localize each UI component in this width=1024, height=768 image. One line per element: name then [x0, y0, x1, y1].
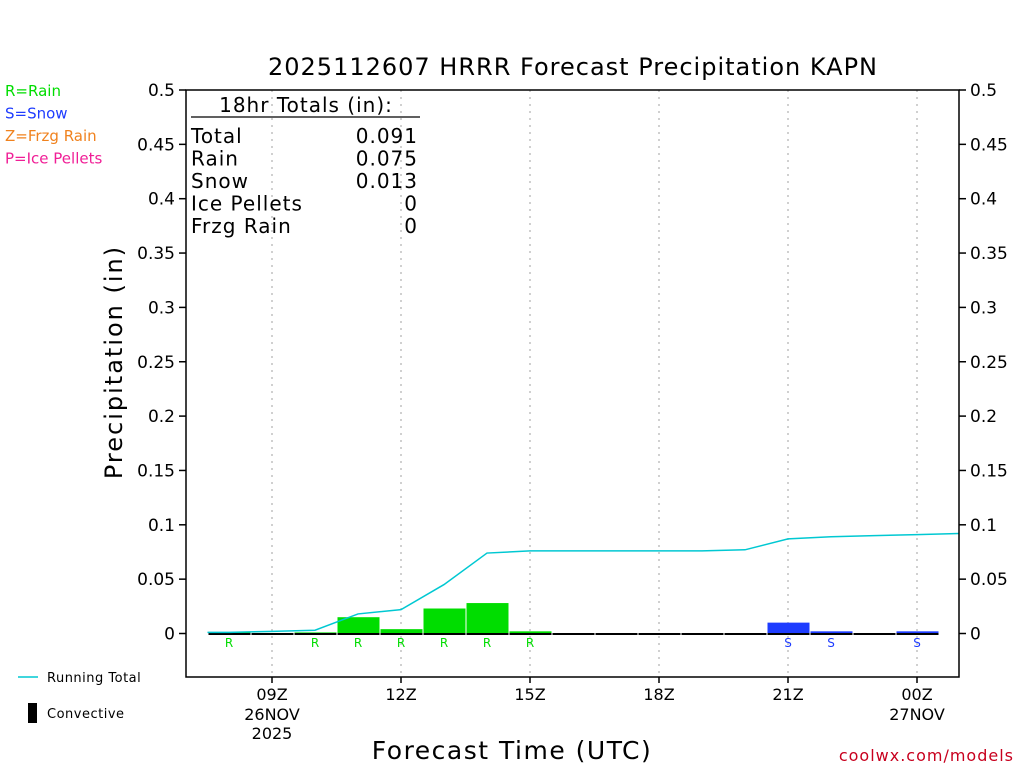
totals-label: Frzg Rain [191, 214, 292, 238]
y-tick-label-right: 0.15 [970, 461, 1008, 481]
precip-bar [380, 629, 423, 635]
totals-label: Rain [191, 147, 239, 171]
chart-title: 2025112607 HRRR Forecast Precipitation K… [268, 53, 878, 81]
convective-bar [466, 633, 509, 635]
y-tick-label-left: 0.1 [148, 516, 175, 536]
y-axis-title: Precipitation (in) [100, 245, 128, 479]
ptype-label: R [311, 636, 319, 650]
y-tick-label-right: 0.3 [970, 298, 997, 318]
convective-bar [896, 633, 939, 635]
convective-bar [595, 633, 638, 635]
totals-value: 0.013 [356, 169, 418, 193]
y-tick-label-left: 0.45 [137, 135, 175, 155]
totals-value: 0 [404, 192, 418, 216]
ptype-legend-item: S=Snow [5, 105, 68, 123]
convective-bar [337, 633, 380, 635]
y-tick-label-right: 0.5 [970, 81, 997, 101]
totals-label: Ice Pellets [191, 192, 303, 216]
x-tick-label: 15Z [514, 685, 545, 704]
ptype-label: S [784, 636, 792, 650]
y-tick-label-left: 0.25 [137, 353, 175, 373]
y-tick-label-right: 0.45 [970, 135, 1008, 155]
credit-text: coolwx.com/models [839, 746, 1014, 765]
x-tick-year: 2025 [252, 724, 293, 743]
y-tick-label-left: 0.35 [137, 244, 175, 264]
convective-bar [681, 633, 724, 635]
x-tick-date: 26NOV [244, 705, 300, 724]
y-tick-label-right: 0 [970, 625, 981, 645]
ptype-label: R [354, 636, 362, 650]
convective-bar [251, 633, 294, 635]
ptype-label: R [397, 636, 405, 650]
precip-bar [466, 603, 509, 635]
running-total-legend-label: Running Total [47, 671, 141, 686]
axes: 0 00.05 0.050.1 0.10.15 0.150.2 0.20.25 0.250.… [137, 81, 1008, 743]
ptype-label: R [225, 636, 233, 650]
x-axis-title: Forecast Time (UTC) [372, 736, 652, 765]
y-tick-label-right: 0.35 [970, 244, 1008, 264]
convective-bar [724, 633, 767, 635]
ptype-legend-item: P=Ice Pellets [5, 150, 102, 168]
plot-frame [185, 89, 960, 678]
totals-header: 18hr Totals (in): [219, 93, 393, 117]
convective-bar [810, 633, 853, 635]
y-tick-label-left: 0.3 [148, 298, 175, 318]
convective-bar [380, 633, 423, 635]
y-tick-label-right: 0.2 [970, 407, 997, 427]
ptype-label: R [526, 636, 534, 650]
convective-bar [638, 633, 681, 635]
y-tick-label-left: 0.2 [148, 407, 175, 427]
x-tick-date: 27NOV [889, 705, 945, 724]
y-tick-label-left: 0.4 [148, 190, 175, 210]
chart-text: 2025112607 HRRR Forecast Precipitation K… [100, 53, 1014, 765]
totals-box: Total 0.091 Rain 0.075 Snow 0.013 Ice Pellets 0… [190, 116, 420, 238]
precip-bar [337, 617, 380, 635]
x-tick-label: 00Z [901, 685, 932, 704]
y-tick-label-right: 0.25 [970, 353, 1008, 373]
precip-bar [896, 631, 939, 635]
convective-bar [208, 633, 251, 635]
ptype-legend-item: R=Rain [5, 82, 61, 100]
ptype-label: R [440, 636, 448, 650]
ptype-label: S [827, 636, 835, 650]
convective-bar [509, 633, 552, 635]
ptype-label: S [913, 636, 921, 650]
x-tick-label: 09Z [256, 685, 287, 704]
convective-bar [552, 633, 595, 635]
precip-bar [423, 608, 466, 635]
convective-bar [294, 633, 337, 635]
precip-bar [509, 631, 552, 635]
convective-bar [853, 633, 896, 635]
y-tick-label-left: 0 [164, 625, 175, 645]
y-tick-label-right: 0.4 [970, 190, 997, 210]
y-tick-label-left: 0.15 [137, 461, 175, 481]
x-tick-label: 12Z [385, 685, 416, 704]
y-tick-label-left: 0.05 [137, 570, 175, 590]
convective-legend-label: Convective [47, 707, 125, 722]
convective-swatch [28, 703, 37, 723]
ptype-label: R [483, 636, 491, 650]
y-tick-label-right: 0.05 [970, 570, 1008, 590]
x-tick-label: 18Z [643, 685, 674, 704]
totals-label: Total [190, 124, 243, 148]
totals-value: 0.091 [356, 124, 418, 148]
precip-bar [810, 631, 853, 635]
precip-bar [767, 622, 810, 635]
x-tick-label: 21Z [772, 685, 803, 704]
precip-bars [208, 603, 939, 635]
totals-label: Snow [191, 169, 249, 193]
legend: R=Rain S=Snow Z=Frzg Rain P=Ice Pellets Runn… [5, 82, 141, 723]
convective-bar [423, 633, 466, 635]
convective-bar [767, 633, 810, 635]
totals-value: 0 [404, 214, 418, 238]
running-total-layer [207, 532, 960, 634]
running-total-line [207, 532, 960, 634]
ptype-legend-item: Z=Frzg Rain [5, 127, 97, 145]
totals-value: 0.075 [356, 147, 418, 171]
y-tick-label-right: 0.1 [970, 516, 997, 536]
y-tick-label-left: 0.5 [148, 81, 175, 101]
